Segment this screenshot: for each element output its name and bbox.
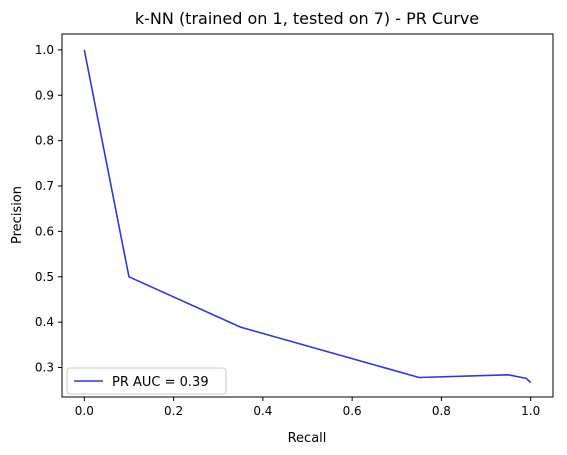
y-tick-label: 1.0 <box>35 43 54 57</box>
y-tick-label: 0.6 <box>35 224 54 238</box>
legend: PR AUC = 0.39 <box>66 367 227 395</box>
pr-curve-line <box>83 49 532 384</box>
y-tick-label: 0.9 <box>35 88 54 102</box>
x-tick-label: 0.4 <box>253 404 272 418</box>
x-tick-label: 0.8 <box>432 404 451 418</box>
y-axis-label: Precision <box>10 186 25 244</box>
y-tick-label: 0.7 <box>35 179 54 193</box>
y-tick-label: 0.3 <box>35 361 54 375</box>
y-tick-label: 0.5 <box>35 270 54 284</box>
plot-frame <box>61 33 554 398</box>
y-axis: 0.3 0.4 0.5 0.6 0.7 0.8 0.9 1.0 <box>35 43 62 375</box>
series-layer <box>83 49 532 384</box>
plot-area <box>61 33 554 398</box>
x-tick-label: 0.2 <box>164 404 183 418</box>
y-tick-label: 0.8 <box>35 134 54 148</box>
x-axis-label: Recall <box>288 431 327 446</box>
x-axis: 0.0 0.2 0.4 0.6 0.8 1.0 <box>75 397 540 418</box>
legend-label: PR AUC = 0.39 <box>112 375 209 390</box>
y-tick-label: 0.4 <box>35 315 54 329</box>
legend-box <box>66 367 227 395</box>
x-tick-label: 1.0 <box>521 404 540 418</box>
x-tick-label: 0.0 <box>75 404 94 418</box>
chart-title: k-NN (trained on 1, tested on 7) - PR Cu… <box>135 9 479 28</box>
x-tick-label: 0.6 <box>343 404 362 418</box>
